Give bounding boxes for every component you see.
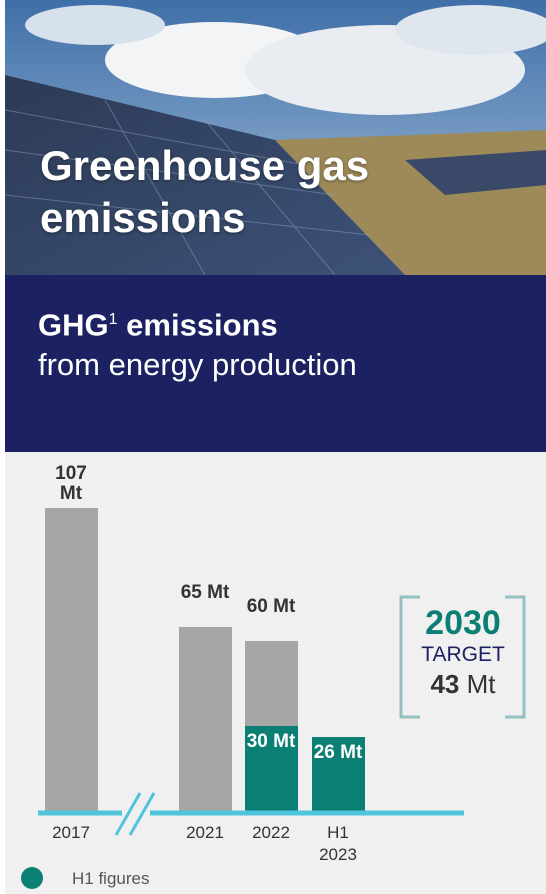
axis-break: [114, 792, 142, 836]
bar: [44, 508, 98, 811]
value-label: 107 Mt: [55, 463, 87, 504]
subtitle-bold: emissions: [126, 307, 278, 343]
target-value-row: 43 Mt: [400, 668, 526, 700]
subtitle-block: GHG1 emissions from energy production: [38, 300, 357, 385]
axis-break: [128, 792, 156, 836]
value-label: 30 Mt: [246, 731, 296, 753]
bar: [244, 726, 298, 811]
value-label: 65 Mt: [180, 581, 230, 603]
x-tick-label: 2022: [252, 823, 290, 842]
value-label: 26 Mt: [313, 742, 363, 764]
x-tick-label: 2021: [186, 823, 224, 842]
x-tick-label: 2017: [52, 823, 90, 842]
target-year: 2030: [425, 604, 501, 642]
target-unit: Mt: [466, 669, 496, 699]
target: 2030 TARGET 43 Mt: [400, 604, 526, 700]
subtitle-panel: [5, 275, 546, 452]
legend-marker: [21, 867, 43, 889]
x-tick-label: H1 2023: [319, 823, 357, 864]
header-image: [5, 0, 546, 275]
legend-label: H1 figures: [72, 869, 150, 888]
subtitle: from energy production: [38, 347, 357, 383]
bar: [311, 737, 365, 811]
target-bracket: [399, 595, 526, 719]
bar: [178, 626, 232, 811]
value-label: 60 Mt: [246, 596, 296, 618]
target-value: 43: [430, 669, 460, 699]
footnote-marker: 1: [108, 311, 118, 328]
title: Greenhouse gas emissions: [40, 142, 370, 241]
subtitle-bold: GHG: [38, 307, 109, 343]
target-label: TARGET: [421, 643, 505, 666]
